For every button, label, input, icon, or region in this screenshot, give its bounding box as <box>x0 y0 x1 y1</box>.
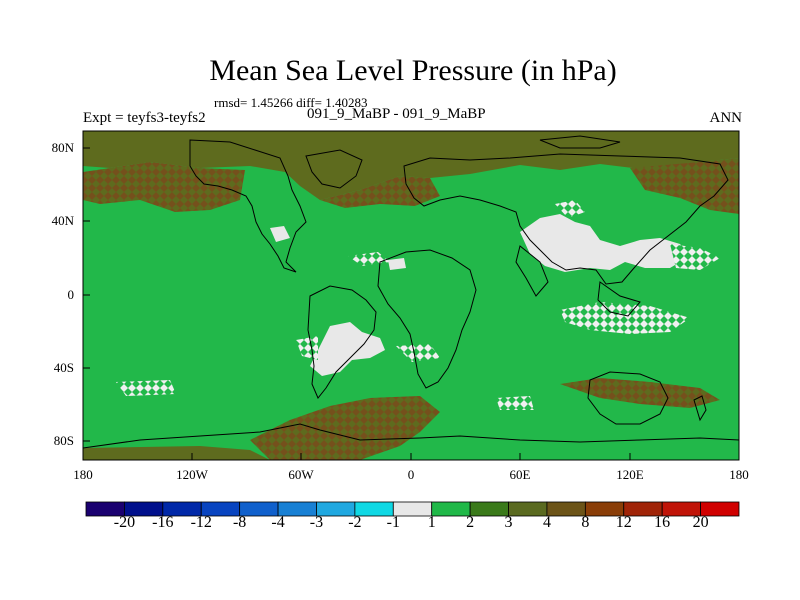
coast-se-asia <box>597 281 641 317</box>
season-label: ANN <box>709 110 743 126</box>
coast-eurasia <box>403 153 729 285</box>
region-antarctic-edge <box>83 446 270 460</box>
lat-label-80n: 80N <box>51 140 74 155</box>
coast-greenland <box>305 149 363 189</box>
colorbar-label: 8 <box>581 514 590 531</box>
colorbar-label: -16 <box>152 514 174 531</box>
region-north-asia <box>630 158 739 214</box>
rmsd-diff-stats: rmsd= 1.45266 diff= 1.40283 <box>214 95 368 110</box>
region-asia-hatch-3 <box>555 200 585 218</box>
region-asia-hatch-2 <box>560 302 690 334</box>
colorbar-label: 20 <box>692 514 709 531</box>
lon-label-180w: 180 <box>73 467 93 482</box>
region-north-pacific <box>83 162 245 212</box>
colorbar <box>85 501 740 517</box>
region-atlantic-white <box>388 258 406 270</box>
colorbar-label: 4 <box>542 514 551 531</box>
coast-arctic-islands <box>539 135 621 149</box>
lon-label-180e: 180 <box>729 467 749 482</box>
region-north-atlantic <box>320 176 440 208</box>
region-southern-ocean-east <box>560 378 720 408</box>
colorbar-label: -1 <box>386 514 400 531</box>
colorbar-label: 1 <box>427 514 436 531</box>
lon-label-0: 0 <box>407 467 415 482</box>
lon-label-60w: 60W <box>288 467 314 482</box>
coast-north-america <box>189 139 307 273</box>
colorbar-label: 2 <box>466 514 475 531</box>
coastlines <box>83 135 739 449</box>
lat-label-40s: 40S <box>53 360 74 375</box>
region-south-america-white <box>310 322 385 376</box>
lat-label-0: 0 <box>67 287 75 302</box>
colorbar-label: -4 <box>271 514 285 531</box>
difference-label: 091_9_MaBP - 091_9_MaBP <box>307 106 486 122</box>
region-asia-hatch-1 <box>670 244 720 270</box>
region-americas-white-1 <box>270 226 290 242</box>
coast-africa <box>377 249 477 389</box>
coast-south-america <box>307 285 377 399</box>
colorbar-label: -3 <box>309 514 324 531</box>
coast-south-asia <box>515 245 549 297</box>
colorbar-label: 3 <box>504 514 513 531</box>
region-south-pacific-hatch <box>116 380 176 396</box>
region-asia-white <box>520 214 690 272</box>
lat-label-40n: 40N <box>51 213 74 228</box>
lat-label-80s: 80S <box>53 433 74 448</box>
colorbar-label: 12 <box>615 514 632 531</box>
coast-australia <box>587 371 669 425</box>
colorbar-label: -20 <box>113 514 136 531</box>
colorbar-label: 16 <box>654 514 671 531</box>
colorbar-label: -8 <box>232 514 247 531</box>
map-title: Mean Sea Level Pressure (in hPa) <box>209 54 617 87</box>
colorbar-label: -12 <box>190 514 212 531</box>
axis-ticks <box>83 147 631 460</box>
region-southern-ocean <box>250 396 440 460</box>
coast-new-zealand <box>693 395 707 422</box>
lon-label-120e: 120E <box>616 467 644 482</box>
colorbar-label: -2 <box>348 514 362 531</box>
lon-label-120w: 120W <box>176 467 208 482</box>
region-south-atlantic-hatch <box>396 344 440 362</box>
coast-antarctica <box>83 423 739 449</box>
colorbar-swatch <box>700 501 740 517</box>
region-indian-hatch <box>496 396 534 410</box>
lon-label-60e: 60E <box>509 467 531 482</box>
experiment-label: Expt = teyfs3-teyfs2 <box>83 110 206 126</box>
